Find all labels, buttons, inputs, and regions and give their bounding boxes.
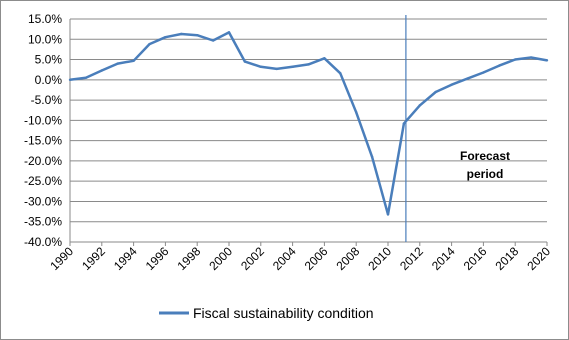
data-point <box>196 34 199 37</box>
data-point <box>434 90 437 94</box>
y-tick-label: -25.0% <box>24 174 62 188</box>
data-point <box>164 36 167 39</box>
data-point <box>291 65 294 69</box>
y-axis-ticks: 15.0% 10.0% 5.0% 0.0% -5.0% -10.0% -15.0% -20.0… <box>24 12 62 249</box>
data-point <box>386 213 390 216</box>
data-point <box>227 31 231 34</box>
data-point <box>259 65 262 69</box>
data-point <box>466 77 469 80</box>
data-point <box>482 71 485 74</box>
data-point <box>132 59 135 62</box>
x-tick-label: 1992 <box>79 244 108 273</box>
data-point <box>148 42 151 46</box>
x-tick-label: 1998 <box>175 244 204 273</box>
data-point <box>529 56 533 59</box>
data-point <box>100 69 104 72</box>
y-tick-label: 0.0% <box>35 73 63 87</box>
y-tick-label: -15.0% <box>24 134 62 148</box>
data-point <box>339 72 342 75</box>
data-point <box>355 111 358 114</box>
forecast-annotation: Forecast period <box>405 15 510 242</box>
forecast-label-line2: period <box>467 167 504 181</box>
y-tick-label: -20.0% <box>24 154 62 168</box>
x-tick-label: 2004 <box>270 244 299 273</box>
data-point <box>180 32 183 36</box>
data-point <box>211 39 215 42</box>
y-tick-label: 5.0% <box>35 53 63 67</box>
data-point <box>514 58 517 61</box>
x-tick-label: 2012 <box>397 244 426 273</box>
x-tick-label: 2014 <box>429 244 458 273</box>
y-tick-label: -5.0% <box>31 93 63 107</box>
x-tick-label: 1996 <box>143 244 172 273</box>
data-point <box>116 62 119 65</box>
data-point <box>84 76 88 79</box>
x-tick-label: 2000 <box>206 244 235 273</box>
x-tick-label: 2020 <box>524 244 553 273</box>
y-tick-label: 10.0% <box>28 32 62 46</box>
legend: Fiscal sustainability condition <box>159 305 374 321</box>
y-tick-label: -35.0% <box>24 215 62 229</box>
data-point <box>307 63 310 66</box>
x-tick-label: 2006 <box>302 244 331 273</box>
data-point <box>323 57 326 60</box>
data-point <box>275 67 278 71</box>
x-tick-label: 2010 <box>365 244 394 273</box>
data-point <box>402 122 406 125</box>
data-point <box>418 104 421 107</box>
forecast-label-line1: Forecast <box>460 149 510 163</box>
y-tick-label: -30.0% <box>24 194 62 208</box>
y-tick-label: -10.0% <box>24 113 62 127</box>
x-tick-label: 2016 <box>461 244 490 273</box>
data-point <box>370 155 374 159</box>
x-tick-label: 1994 <box>111 244 140 273</box>
x-axis-ticks: 1990 1992 1994 1996 1998 2000 2002 2004 2006 2008… <box>47 242 553 273</box>
data-point <box>243 60 247 63</box>
grid-lines <box>69 18 547 243</box>
series-group <box>68 31 549 216</box>
y-tick-label: 15.0% <box>28 12 62 26</box>
data-point <box>545 59 549 62</box>
data-point <box>450 83 453 86</box>
data-point <box>68 78 72 82</box>
y-tick-label: -40.0% <box>24 235 62 249</box>
data-point <box>498 64 501 67</box>
x-tick-label: 2018 <box>493 244 522 273</box>
x-tick-label: 2002 <box>238 244 267 273</box>
legend-label: Fiscal sustainability condition <box>193 305 374 321</box>
x-tick-label: 2008 <box>334 244 363 273</box>
